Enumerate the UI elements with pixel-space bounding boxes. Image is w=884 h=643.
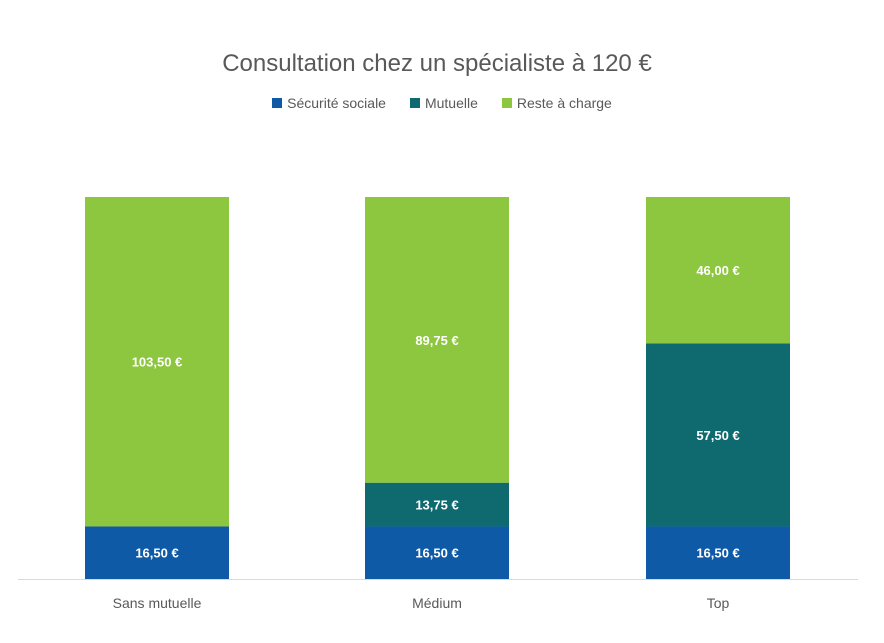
data-label: 13,75 € bbox=[415, 498, 458, 513]
bar-segment bbox=[85, 526, 229, 579]
data-label: 16,50 € bbox=[415, 546, 458, 561]
x-tick-label: Médium bbox=[412, 595, 462, 611]
data-label: 103,50 € bbox=[132, 355, 183, 370]
legend-label-reste-a-charge: Reste à charge bbox=[516, 95, 612, 111]
bar-segment bbox=[365, 526, 509, 579]
bar-segment bbox=[646, 526, 790, 579]
bar-segment bbox=[646, 343, 790, 527]
x-tick-label: Top bbox=[707, 595, 730, 611]
legend-swatch-mutuelle bbox=[409, 98, 420, 108]
legend-label-securite-sociale: Sécurité sociale bbox=[287, 95, 386, 111]
data-label: 16,50 € bbox=[696, 546, 739, 561]
legend-swatch-securite-sociale bbox=[272, 98, 283, 108]
data-label: 57,50 € bbox=[696, 428, 739, 443]
bar-segment bbox=[365, 482, 509, 527]
legend-swatch-reste-a-charge bbox=[501, 98, 512, 108]
x-tick-label: Sans mutuelle bbox=[113, 595, 202, 611]
bar-segment bbox=[646, 197, 790, 344]
legend-label-mutuelle: Mutuelle bbox=[424, 95, 478, 111]
chart-title: Consultation chez un spécialiste à 120 € bbox=[222, 50, 652, 77]
legend-item-securite-sociale: Sécurité sociale bbox=[272, 95, 386, 111]
data-label: 89,75 € bbox=[415, 333, 458, 348]
bar-segment bbox=[85, 197, 229, 527]
data-label: 16,50 € bbox=[135, 546, 178, 561]
legend-item-mutuelle: Mutuelle bbox=[409, 95, 478, 111]
legend-item-reste-a-charge: Reste à charge bbox=[501, 95, 612, 111]
data-label: 46,00 € bbox=[696, 263, 739, 278]
legend: Sécurité sociale Mutuelle Reste à charge bbox=[0, 95, 884, 111]
bar-segment bbox=[365, 197, 509, 483]
